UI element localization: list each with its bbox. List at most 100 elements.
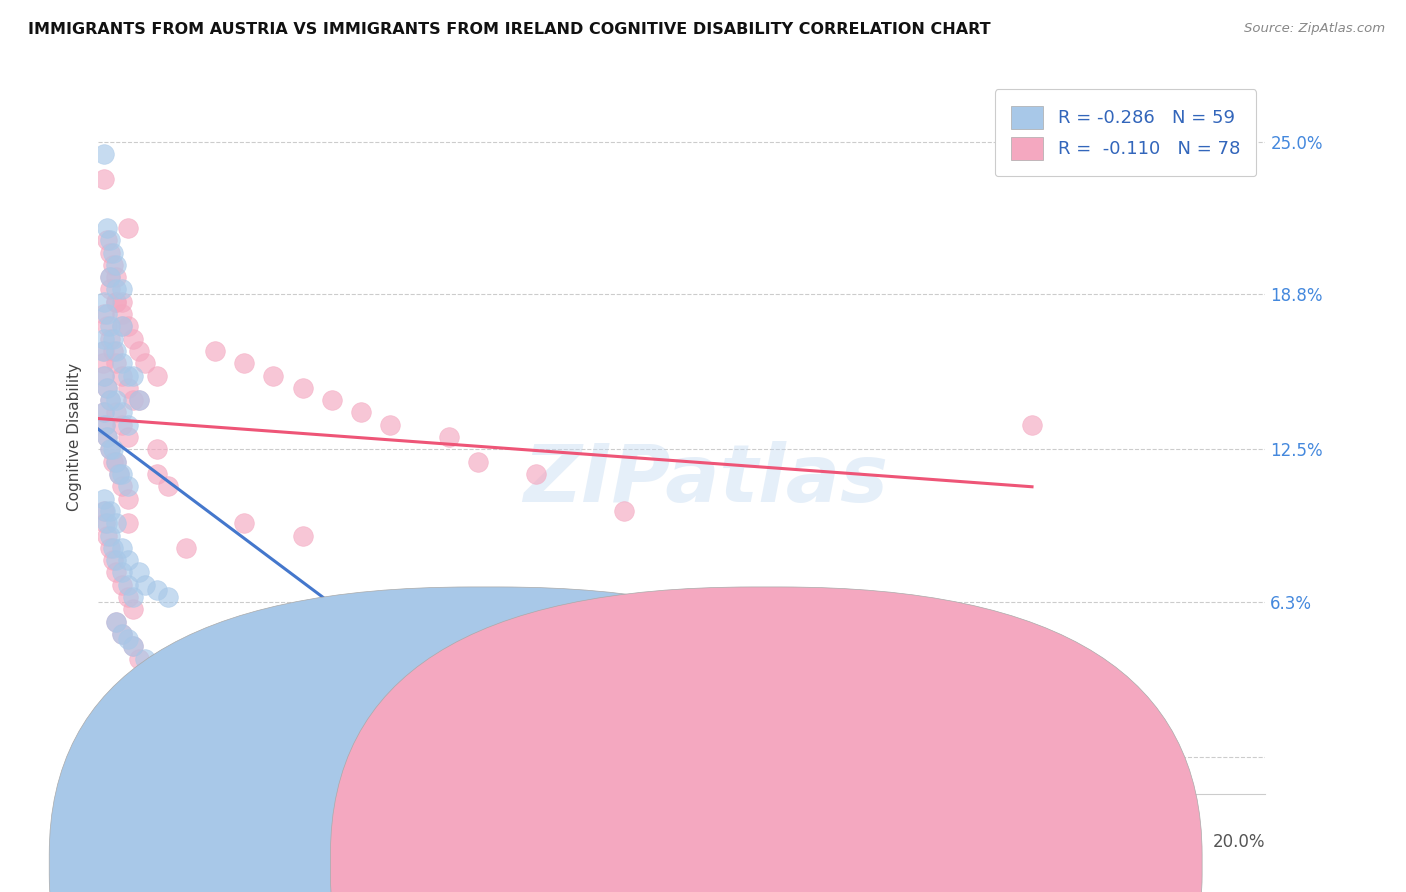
Point (117, 479, 139, 493)
Point (128, 566, 150, 580)
Point (96, 381, 118, 395)
Point (111, 356, 134, 370)
Point (378, 417, 402, 432)
Point (122, 639, 145, 653)
Point (98, 282, 121, 296)
Point (233, 356, 256, 370)
Point (98, 504, 121, 518)
Point (93, 332, 115, 346)
Text: 0.0%: 0.0% (98, 833, 141, 851)
Point (117, 430, 139, 444)
Point (104, 356, 127, 370)
Point (146, 582, 169, 597)
Point (94, 504, 117, 518)
Point (262, 368, 284, 383)
Point (128, 343, 150, 358)
Point (117, 368, 139, 383)
Point (101, 541, 124, 555)
Point (111, 578, 134, 592)
Point (101, 455, 124, 469)
Point (117, 381, 139, 395)
Point (111, 282, 134, 296)
Point (122, 368, 145, 383)
Text: 20.0%: 20.0% (1213, 833, 1265, 851)
Point (467, 455, 489, 469)
Point (96, 319, 118, 334)
Point (128, 393, 150, 408)
Point (98, 393, 121, 408)
Point (111, 307, 134, 321)
Text: Source: ZipAtlas.com: Source: ZipAtlas.com (1244, 22, 1385, 36)
Point (101, 258, 124, 272)
Point (134, 651, 156, 665)
Point (111, 627, 134, 641)
Point (93, 504, 115, 518)
Point (94, 417, 117, 432)
Y-axis label: Cognitive Disability: Cognitive Disability (67, 363, 83, 511)
Point (93, 171, 115, 186)
Point (291, 381, 314, 395)
Point (104, 294, 127, 309)
Point (111, 294, 134, 309)
Point (93, 368, 115, 383)
Point (96, 430, 118, 444)
Text: IMMIGRANTS FROM AUSTRIA VS IMMIGRANTS FROM IRELAND COGNITIVE DISABILITY CORRELAT: IMMIGRANTS FROM AUSTRIA VS IMMIGRANTS FR… (28, 22, 991, 37)
Point (104, 343, 127, 358)
Point (104, 455, 127, 469)
Point (98, 332, 121, 346)
Point (101, 442, 124, 457)
Point (96, 233, 118, 247)
Text: ZIPatlas: ZIPatlas (523, 441, 887, 519)
Point (117, 590, 139, 604)
Point (104, 282, 127, 296)
Point (128, 393, 150, 408)
Point (1021, 417, 1043, 432)
Point (111, 627, 134, 641)
Point (96, 221, 118, 235)
Point (108, 467, 131, 481)
Point (122, 332, 145, 346)
Legend: R = -0.286   N = 59, R =  -0.110   N = 78: R = -0.286 N = 59, R = -0.110 N = 78 (994, 89, 1257, 177)
Point (111, 541, 134, 555)
Point (93, 491, 115, 506)
Point (98, 528, 121, 542)
Point (101, 553, 124, 567)
Point (117, 632, 139, 646)
Point (93, 147, 115, 161)
Point (437, 430, 460, 444)
Text: Immigrants from Austria: Immigrants from Austria (506, 860, 703, 874)
Point (96, 528, 118, 542)
Point (93, 343, 115, 358)
Point (111, 319, 134, 334)
Point (128, 651, 150, 665)
Point (98, 233, 121, 247)
Point (111, 566, 134, 580)
Point (93, 307, 115, 321)
Point (134, 578, 156, 592)
Point (641, 745, 664, 759)
Point (204, 343, 226, 358)
Point (233, 516, 256, 531)
Point (122, 602, 145, 616)
Point (321, 393, 343, 408)
Point (98, 442, 121, 457)
Point (98, 442, 121, 457)
Point (104, 566, 127, 580)
Point (117, 578, 139, 592)
Point (96, 430, 118, 444)
Point (98, 319, 121, 334)
Point (524, 467, 547, 481)
Point (101, 343, 124, 358)
Text: Immigrants from Ireland: Immigrants from Ireland (787, 860, 983, 874)
Point (96, 381, 118, 395)
Point (98, 393, 121, 408)
Point (93, 405, 115, 419)
Point (117, 221, 139, 235)
Point (93, 368, 115, 383)
Point (111, 368, 134, 383)
Point (174, 541, 197, 555)
Point (111, 319, 134, 334)
Point (104, 405, 127, 419)
Point (134, 356, 156, 370)
Point (101, 245, 124, 260)
